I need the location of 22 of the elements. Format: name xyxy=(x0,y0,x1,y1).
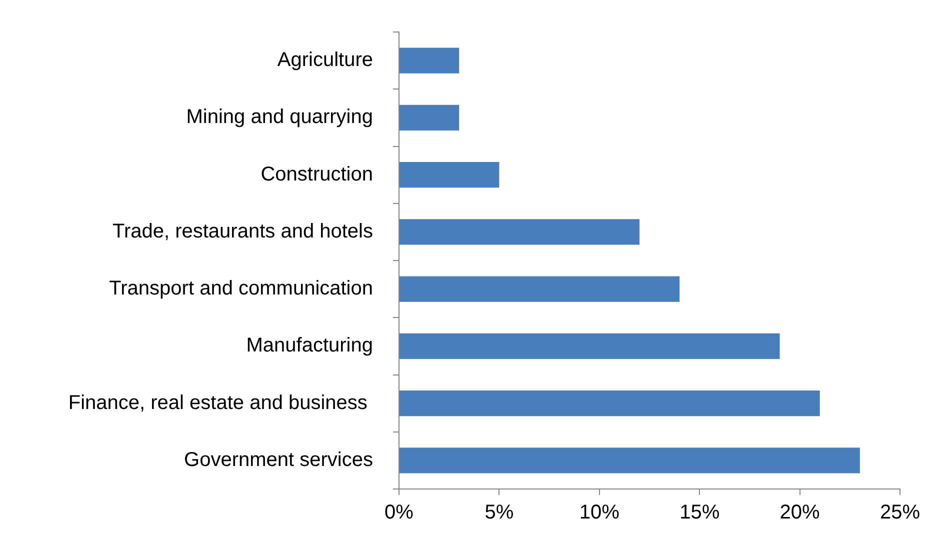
y-tick-label: Government services xyxy=(184,448,373,471)
x-tick-label: 5% xyxy=(484,502,514,524)
y-tick-label: Manufacturing xyxy=(246,334,373,357)
x-tick-label: 0% xyxy=(384,502,414,524)
y-tick-label: Transport and communication xyxy=(109,278,373,300)
bar xyxy=(400,219,640,245)
y-tick-label: Agriculture xyxy=(277,49,373,72)
x-tick-label: 15% xyxy=(680,502,720,524)
x-tick-label: 10% xyxy=(579,502,620,524)
x-tick-label: 25% xyxy=(880,502,920,524)
bar xyxy=(400,276,680,302)
y-tick-label: Trade, restaurants and hotels xyxy=(112,220,373,242)
bar xyxy=(400,48,460,74)
x-tick-label: 20% xyxy=(780,502,820,524)
bar xyxy=(400,104,460,131)
y-tick-label: Finance, real estate and business xyxy=(68,392,373,414)
bar xyxy=(400,390,820,416)
y-tick-label: Construction xyxy=(260,163,373,186)
bar xyxy=(400,333,780,360)
y-tick-label: Mining and quarrying xyxy=(186,106,373,128)
bar xyxy=(400,448,860,474)
bar xyxy=(400,162,500,188)
